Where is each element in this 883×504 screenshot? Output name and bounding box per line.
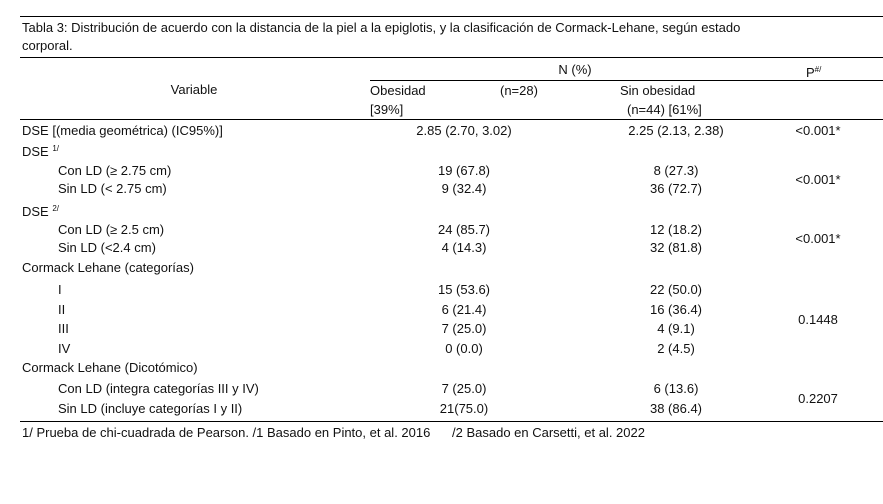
cell-p-group: <0.001* xyxy=(795,172,841,187)
row-label-text: III xyxy=(58,321,69,336)
cell-sin-obesidad: 16 (36.4) xyxy=(649,302,703,317)
cell-sin-obesidad: 12 (18.2) xyxy=(649,222,703,237)
cell-sin-obesidad: 38 (86.4) xyxy=(649,401,703,416)
row-label-text: DSE xyxy=(22,204,53,219)
row-label: III xyxy=(58,321,69,337)
row-label: Cormack Lehane (Dicotómico) xyxy=(22,360,198,376)
cell-obesidad: 24 (85.7) xyxy=(437,222,491,237)
row-label: Con LD (≥ 2.75 cm) xyxy=(58,163,171,179)
header-obesidad-n: (n=28) xyxy=(500,83,538,98)
header-n-pct: N (%) xyxy=(558,62,592,77)
row-label-text: Con LD (≥ 2.5 cm) xyxy=(58,222,165,237)
cell-obesidad: 15 (53.6) xyxy=(437,282,491,297)
cell-obesidad: 9 (32.4) xyxy=(441,181,487,196)
cell-obesidad: 19 (67.8) xyxy=(437,163,491,178)
cell-sin-obesidad: 2 (4.5) xyxy=(657,341,695,356)
header-sin-obesidad-n: (n=44) [61%] xyxy=(627,102,702,117)
header-p-label: P xyxy=(806,65,815,80)
cell-sin-obesidad: 2.25 (2.13, 2.38) xyxy=(628,123,724,138)
row-label: Con LD (integra categorías III y IV) xyxy=(58,381,259,397)
header-sin-obesidad: Sin obesidad xyxy=(620,83,696,98)
cell-obesidad: 6 (21.4) xyxy=(441,302,487,317)
row-label-text: Sin LD (< 2.75 cm) xyxy=(58,181,167,196)
row-label-text: Sin LD (incluye categorías I y II) xyxy=(58,401,243,416)
cell-obesidad: 2.85 (2.70, 3.02) xyxy=(416,123,512,138)
row-label: DSE 1/ xyxy=(22,141,59,160)
cell-obesidad: 21(75.0) xyxy=(439,401,489,416)
row-label: II xyxy=(58,302,65,318)
row-label-text: DSE xyxy=(22,144,53,159)
header-rule xyxy=(20,119,883,120)
row-label-sup: 1/ xyxy=(52,144,60,153)
row-label-text: Con LD (≥ 2.75 cm) xyxy=(58,163,172,178)
cell-sin-obesidad: 32 (81.8) xyxy=(649,240,703,255)
header-p-sup: #/ xyxy=(814,65,822,74)
row-label-text: IV xyxy=(58,341,71,356)
cell-sin-obesidad: 6 (13.6) xyxy=(653,381,699,396)
row-label-text: Cormack Lehane (categorías) xyxy=(22,260,194,275)
cell-p-group: 0.2207 xyxy=(798,391,838,406)
cell-sin-obesidad: 36 (72.7) xyxy=(649,181,703,196)
row-label-sup: 2/ xyxy=(52,204,60,213)
cell-sin-obesidad: 8 (27.3) xyxy=(653,163,699,178)
subheader-rule xyxy=(370,80,883,81)
row-label-text: II xyxy=(58,302,66,317)
bottom-rule xyxy=(20,421,883,422)
row-label: Sin LD (incluye categorías I y II) xyxy=(58,401,242,417)
cell-p-group: <0.001* xyxy=(795,231,841,246)
cell-p: <0.001* xyxy=(795,123,841,138)
header-variable: Variable xyxy=(170,82,218,97)
header-obesidad-pct: [39%] xyxy=(370,102,404,117)
row-label: Con LD (≥ 2.5 cm) xyxy=(58,222,164,238)
row-label: Sin LD (<2.4 cm) xyxy=(58,240,156,256)
row-label: IV xyxy=(58,341,70,357)
table-caption-line2: corporal. xyxy=(22,38,73,53)
cell-sin-obesidad: 4 (9.1) xyxy=(657,321,695,336)
row-label: I xyxy=(58,282,62,298)
row-label-text: Cormack Lehane (Dicotómico) xyxy=(22,360,198,375)
cell-obesidad: 0 (0.0) xyxy=(445,341,483,356)
top-rule xyxy=(20,16,883,17)
row-label: Cormack Lehane (categorías) xyxy=(22,260,194,276)
table-caption-line1: Tabla 3: Distribución de acuerdo con la … xyxy=(22,20,741,35)
footnote: 1/ Prueba de chi-cuadrada de Pearson. /1… xyxy=(22,425,645,440)
row-label-text: Con LD (integra categorías III y IV) xyxy=(58,381,259,396)
row-label: DSE 2/ xyxy=(22,201,59,220)
cell-sin-obesidad: 22 (50.0) xyxy=(649,282,703,297)
header-obesidad: Obesidad xyxy=(370,83,426,98)
caption-rule xyxy=(20,57,883,58)
row-label-text: Sin LD (<2.4 cm) xyxy=(58,240,156,255)
cell-obesidad: 4 (14.3) xyxy=(441,240,487,255)
row-label-text: DSE [(media geométrica) (IC95%)] xyxy=(22,123,223,138)
cell-p-group: 0.1448 xyxy=(798,311,838,327)
row-label-text: I xyxy=(58,282,62,297)
row-label: Sin LD (< 2.75 cm) xyxy=(58,181,167,197)
cell-obesidad: 7 (25.0) xyxy=(441,381,487,396)
header-p: P#/ xyxy=(806,62,821,81)
row-label: DSE [(media geométrica) (IC95%)] xyxy=(22,123,223,139)
cell-obesidad: 7 (25.0) xyxy=(441,321,487,336)
